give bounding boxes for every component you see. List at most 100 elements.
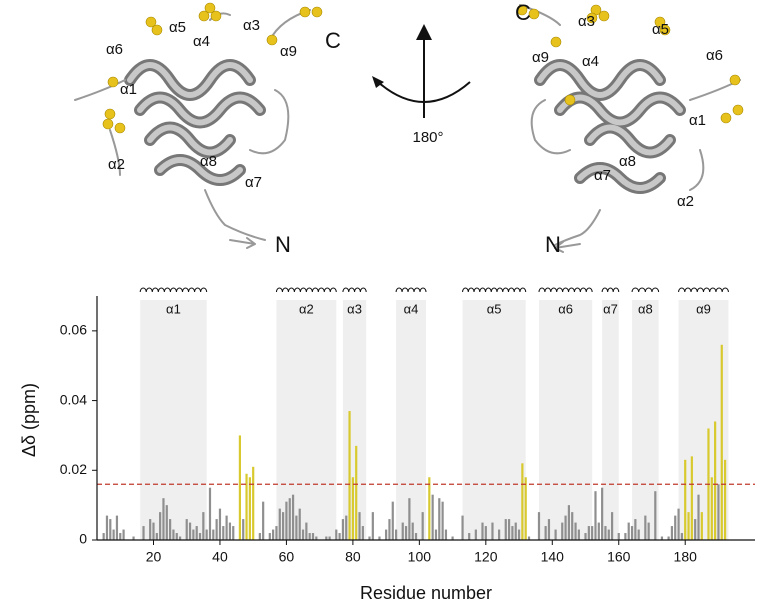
bar [218,508,222,540]
bar [232,526,235,540]
bar [561,522,564,540]
bar [544,526,547,540]
bar [155,533,158,540]
helix-label: α6 [558,301,573,316]
rotation-label: 180° [412,129,443,146]
bar [358,512,361,540]
bar [717,484,720,540]
helix-label: α2 [108,156,125,173]
helix-label: α5 [169,19,186,36]
helix-region [538,300,593,540]
bar [105,515,109,540]
helix-label: α8 [638,301,653,316]
structure-right [516,4,744,253]
bar [634,519,637,540]
helix-coil [395,287,427,293]
helix-label: α9 [532,49,549,66]
bar [461,515,464,540]
y-tick-label: 0.02 [60,461,87,477]
bar [371,512,374,540]
bar [159,512,162,540]
bar [401,522,404,540]
bar [225,515,228,540]
bar [714,421,717,540]
bar [285,501,288,540]
helix-label: α8 [619,153,636,170]
bar [262,501,265,540]
helix-coil [678,287,729,293]
helix-label: α4 [193,33,210,50]
bar [212,529,215,540]
bar [198,533,202,540]
bar [527,536,531,540]
x-tick-label: 40 [212,549,228,565]
helix-label: α4 [404,301,419,316]
bar [667,536,670,540]
y-tick-label: 0.06 [60,322,87,338]
bar [245,473,248,540]
bar [291,494,295,540]
helix-coil [139,287,208,293]
bar [571,512,574,540]
bar [444,529,448,540]
helix-label: α1 [689,112,706,129]
bar [242,519,245,540]
bar [338,533,341,540]
bar [601,487,604,540]
bar [132,536,135,540]
x-tick-label: 100 [408,549,432,565]
bar [328,536,331,540]
bar [311,533,315,540]
bar [268,533,271,540]
bar [394,529,398,540]
terminus-label: N [275,232,291,257]
bar [491,522,494,540]
helix-region [276,300,337,540]
bar [617,533,620,540]
bar [587,526,590,540]
bar [431,494,434,540]
bar [295,515,298,540]
left-labels: α5 α6 α1 α2 α8 α7 α4 α3 α9 C N [106,17,341,257]
bar [335,529,338,540]
bar [272,529,275,540]
bar [222,526,225,540]
y-tick-label: 0 [79,531,87,547]
bar [684,459,687,540]
bar [149,519,152,540]
bar [298,508,301,540]
bar [687,512,690,540]
bar [361,526,364,540]
bar [175,533,178,540]
bar [690,456,693,540]
helix-region [602,300,619,540]
bar [723,459,727,540]
bar [188,522,192,540]
bar [341,519,345,540]
bar [169,519,172,540]
bar [355,445,358,540]
helix-label: α7 [594,167,611,184]
bar [185,519,188,540]
helix-region [632,300,659,540]
bar [514,522,517,540]
bar [720,344,723,540]
bar [315,536,318,540]
bar [248,477,251,540]
x-tick-label: 180 [674,549,698,565]
bar [654,491,657,540]
bar [710,477,713,540]
terminus-label: C [325,28,341,53]
bar [584,533,587,540]
terminus-label: C [515,0,531,25]
bar-chart: α1 α2 α3 α4 α5 α6 α7 α8 α9 0 0.02 0.04 0.06 20 40 60 80 1… [60,287,755,565]
helix-label: α9 [280,43,297,60]
bar [112,529,115,540]
bar [451,536,454,540]
terminus-label: N [545,232,561,257]
bar [468,533,471,540]
helix-label: α9 [696,301,711,316]
bar [162,498,165,540]
bar [228,522,232,540]
bar [674,515,677,540]
